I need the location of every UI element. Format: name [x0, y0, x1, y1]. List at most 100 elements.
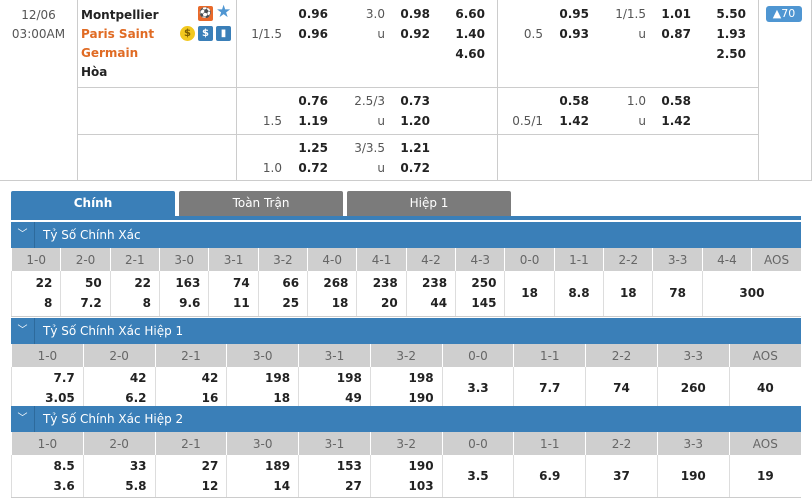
- tab-main[interactable]: Chính: [11, 191, 175, 216]
- score-odds-cell[interactable]: 19: [728, 455, 801, 498]
- score-odds-cell[interactable]: 153 27: [298, 455, 371, 498]
- score-odds-cell[interactable]: 238 20: [356, 271, 407, 317]
- away-team[interactable]: Paris Saint Germain: [81, 27, 155, 60]
- score-odds-value[interactable]: 12: [201, 479, 219, 493]
- odds-under[interactable]: 0.87: [661, 27, 691, 41]
- score-odds-value[interactable]: 190: [408, 459, 434, 473]
- odds-under[interactable]: 0.72: [400, 161, 430, 175]
- score-odds-value[interactable]: 74: [233, 276, 250, 291]
- odds-under[interactable]: 0.92: [400, 27, 430, 41]
- score-odds-value[interactable]: 190: [408, 391, 434, 405]
- score-odds-cell[interactable]: 238 44: [405, 271, 456, 317]
- odds-xd[interactable]: 2.50: [716, 47, 746, 61]
- score-odds-value[interactable]: 3.5: [467, 469, 489, 483]
- odds-hdp-away[interactable]: 0.93: [559, 27, 589, 41]
- odds-hdp-home[interactable]: 1.25: [298, 141, 328, 155]
- score-odds-value[interactable]: 20: [381, 296, 398, 311]
- star-icon[interactable]: ★: [216, 2, 232, 22]
- score-odds-value[interactable]: 8.5: [53, 459, 75, 473]
- score-odds-cell[interactable]: 3.3: [441, 367, 514, 410]
- score-odds-value[interactable]: 42: [201, 371, 219, 385]
- score-odds-value[interactable]: 198: [336, 371, 362, 385]
- odds-x1[interactable]: 6.60: [455, 7, 485, 21]
- score-odds-cell[interactable]: 74: [585, 367, 658, 410]
- odds-hdp-home[interactable]: 0.96: [298, 7, 328, 21]
- score-odds-value[interactable]: 27: [201, 459, 219, 473]
- score-odds-cell[interactable]: 42 6.2: [82, 367, 156, 410]
- score-odds-value[interactable]: 198: [408, 371, 434, 385]
- odds-under[interactable]: 1.20: [400, 114, 430, 128]
- score-odds-value[interactable]: 49: [345, 391, 362, 405]
- score-odds-value[interactable]: 50: [84, 276, 102, 291]
- section-header[interactable]: ﹀ Tỷ Số Chính Xác: [11, 222, 801, 248]
- score-odds-value[interactable]: 8.8: [568, 286, 590, 301]
- odds-under[interactable]: 1.42: [661, 114, 691, 128]
- score-odds-value[interactable]: 103: [408, 479, 434, 493]
- live-icon[interactable]: ⚽: [198, 6, 213, 21]
- odds-x2[interactable]: 1.93: [716, 27, 746, 41]
- chevron-down-icon[interactable]: ﹀: [11, 222, 35, 248]
- score-odds-value[interactable]: 6.2: [125, 391, 147, 405]
- score-odds-cell[interactable]: 78: [652, 271, 703, 317]
- score-odds-value[interactable]: 37: [613, 469, 630, 483]
- score-odds-cell[interactable]: 250 145: [455, 271, 505, 317]
- odds-over[interactable]: 0.73: [400, 94, 430, 108]
- score-odds-value[interactable]: 3.3: [467, 381, 489, 395]
- score-odds-value[interactable]: 33: [129, 459, 147, 473]
- stats-icon[interactable]: ▮: [216, 26, 231, 41]
- score-odds-value[interactable]: 22: [134, 276, 152, 291]
- score-odds-value[interactable]: 250: [471, 276, 497, 291]
- score-odds-cell[interactable]: 260: [656, 367, 730, 410]
- score-odds-value[interactable]: 7.2: [80, 296, 102, 311]
- score-odds-value[interactable]: 300: [739, 286, 765, 301]
- score-odds-cell[interactable]: 190 103: [369, 455, 443, 498]
- score-odds-value[interactable]: 6.9: [539, 469, 561, 483]
- tab-first-half[interactable]: Hiệp 1: [347, 191, 511, 216]
- score-odds-cell[interactable]: 163 9.6: [159, 271, 209, 317]
- score-odds-value[interactable]: 190: [680, 469, 706, 483]
- score-odds-cell[interactable]: 300: [701, 271, 801, 317]
- score-odds-value[interactable]: 40: [756, 381, 774, 395]
- score-odds-cell[interactable]: 8.8: [553, 271, 604, 317]
- score-odds-cell[interactable]: 33 5.8: [82, 455, 156, 498]
- home-team[interactable]: Montpellier: [81, 8, 159, 22]
- odds-hdp-away[interactable]: 1.19: [298, 114, 328, 128]
- score-odds-cell[interactable]: 18: [504, 271, 555, 317]
- odds-x2[interactable]: 1.40: [455, 27, 485, 41]
- odds-hdp-away[interactable]: 0.96: [298, 27, 328, 41]
- odds-over[interactable]: 1.21: [400, 141, 430, 155]
- score-odds-value[interactable]: 7.7: [539, 381, 561, 395]
- odds-xd[interactable]: 4.60: [455, 47, 485, 61]
- score-odds-value[interactable]: 78: [669, 286, 686, 301]
- score-odds-value[interactable]: 42: [129, 371, 147, 385]
- score-odds-value[interactable]: 163: [175, 276, 201, 291]
- section-header[interactable]: ﹀ Tỷ Số Chính Xác Hiệp 2: [11, 406, 801, 432]
- score-odds-value[interactable]: 7.7: [53, 371, 75, 385]
- more-bets-button[interactable]: ▲70: [766, 6, 802, 22]
- odds-hdp-away[interactable]: 1.42: [559, 114, 589, 128]
- score-odds-value[interactable]: 9.6: [179, 296, 201, 311]
- score-odds-value[interactable]: 22: [35, 276, 53, 291]
- score-odds-value[interactable]: 16: [201, 391, 219, 405]
- score-odds-value[interactable]: 18: [619, 286, 637, 301]
- score-odds-cell[interactable]: 22 8: [109, 271, 160, 317]
- score-odds-value[interactable]: 5.8: [125, 479, 147, 493]
- score-odds-value[interactable]: 74: [613, 381, 630, 395]
- score-odds-cell[interactable]: 50 7.2: [60, 271, 111, 317]
- odds-x1[interactable]: 5.50: [716, 7, 746, 21]
- tab-full-match[interactable]: Toàn Trận: [179, 191, 343, 216]
- chevron-down-icon[interactable]: ﹀: [11, 406, 35, 432]
- coin-icon[interactable]: $: [180, 26, 195, 41]
- odds-hdp-away[interactable]: 0.72: [298, 161, 328, 175]
- score-odds-cell[interactable]: 8.5 3.6: [11, 455, 84, 498]
- score-odds-value[interactable]: 260: [680, 381, 706, 395]
- score-odds-cell[interactable]: 189 14: [226, 455, 299, 498]
- odds-over[interactable]: 1.01: [661, 7, 691, 21]
- odds-hdp-home[interactable]: 0.76: [298, 94, 328, 108]
- score-odds-value[interactable]: 25: [282, 296, 300, 311]
- score-odds-value[interactable]: 153: [336, 459, 362, 473]
- score-odds-cell[interactable]: 268 18: [307, 271, 357, 317]
- score-odds-cell[interactable]: 74 11: [208, 271, 259, 317]
- section-header[interactable]: ﹀ Tỷ Số Chính Xác Hiệp 1: [11, 318, 801, 344]
- score-odds-cell[interactable]: 3.5: [441, 455, 514, 498]
